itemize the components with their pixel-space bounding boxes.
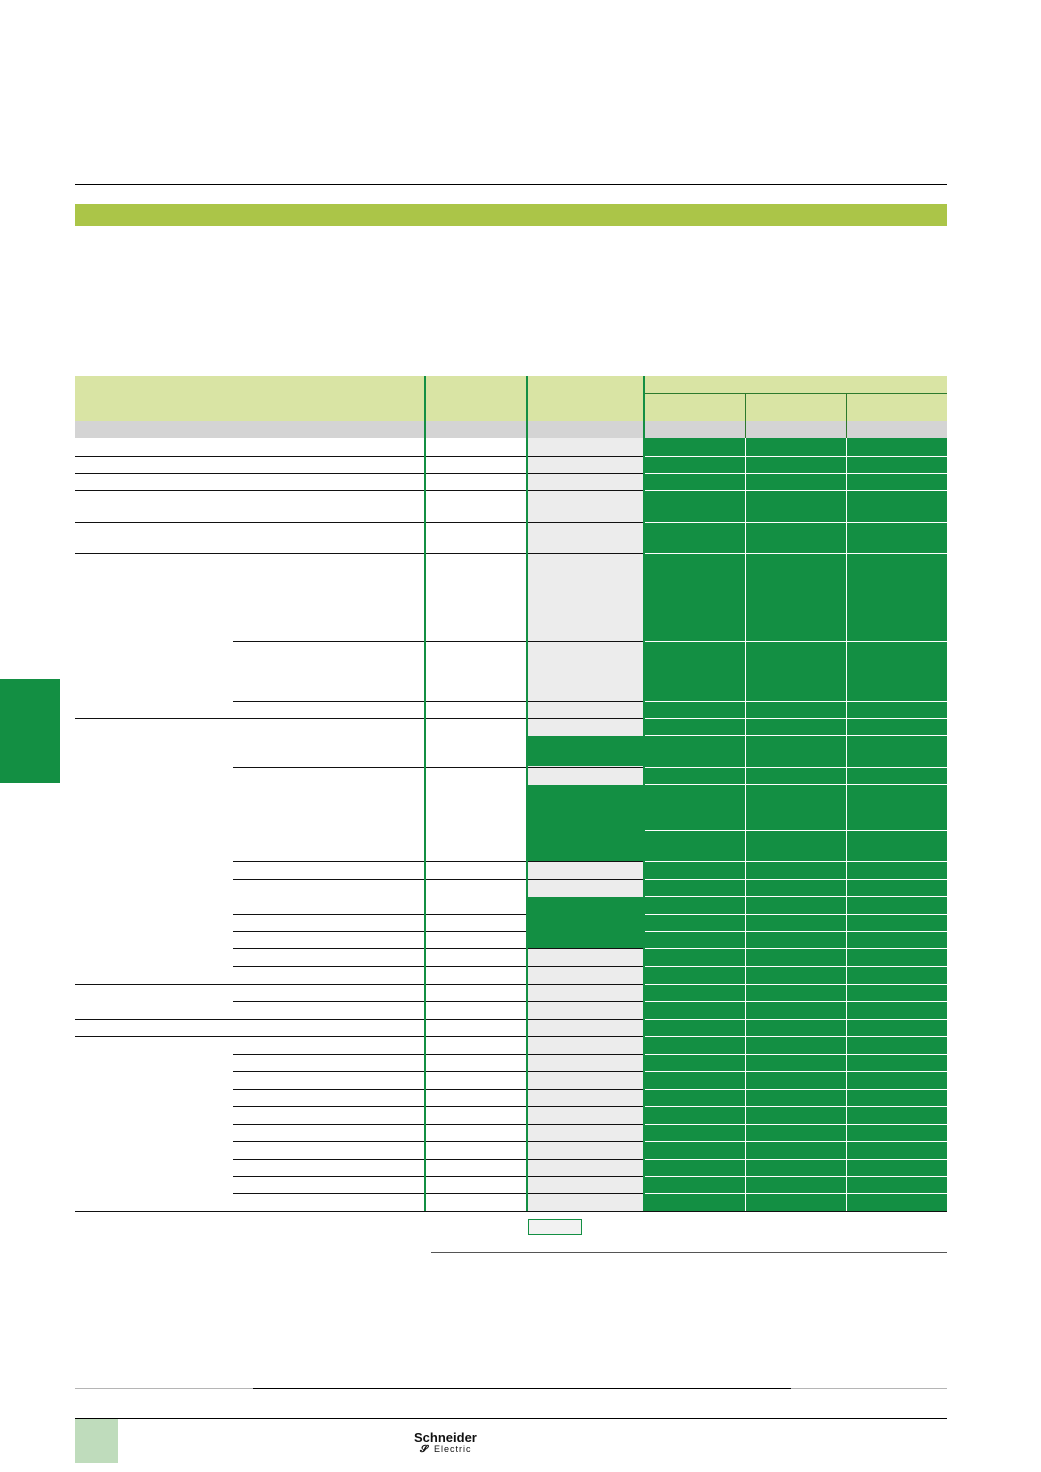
row-divider xyxy=(233,1124,643,1125)
row-divider xyxy=(233,1001,643,1002)
brand-sub: Electric xyxy=(434,1444,472,1454)
row-divider xyxy=(645,914,947,915)
header-column-divider xyxy=(846,393,847,438)
row-divider xyxy=(233,1054,643,1055)
row-divider xyxy=(233,861,643,862)
row-divider xyxy=(645,1141,947,1142)
table-subheader-strip xyxy=(75,421,947,438)
row-divider xyxy=(645,490,947,491)
row-divider xyxy=(645,767,947,768)
row-divider xyxy=(645,1124,947,1125)
footnote-rule xyxy=(431,1252,947,1253)
row-divider xyxy=(75,1019,643,1020)
row-divider xyxy=(75,490,643,491)
row-divider xyxy=(233,914,528,915)
schneider-logo-icon: 𝓢 xyxy=(420,1444,428,1455)
row-divider xyxy=(645,718,947,719)
row-divider xyxy=(645,931,947,932)
row-divider xyxy=(233,1159,643,1160)
row-divider xyxy=(233,1176,643,1177)
top-rule xyxy=(75,184,947,185)
row-divider xyxy=(645,861,947,862)
row-divider xyxy=(645,966,947,967)
table-cell-green xyxy=(528,736,643,766)
footer-rule-dark xyxy=(253,1388,791,1389)
row-divider xyxy=(645,473,947,474)
row-divider xyxy=(233,879,643,880)
row-divider xyxy=(645,456,947,457)
table-header xyxy=(75,376,947,421)
row-divider xyxy=(645,553,947,554)
row-divider xyxy=(645,1019,947,1020)
row-divider xyxy=(75,553,643,554)
row-divider xyxy=(75,718,643,719)
row-divider xyxy=(645,1054,947,1055)
row-divider xyxy=(233,1106,643,1107)
table-columns-green xyxy=(645,438,947,1211)
column-border xyxy=(424,376,426,1211)
row-divider xyxy=(75,984,643,985)
row-divider xyxy=(645,735,947,736)
row-divider xyxy=(233,931,528,932)
legend-swatch xyxy=(528,1219,582,1235)
row-divider xyxy=(645,1176,947,1177)
row-divider xyxy=(645,879,947,880)
row-divider xyxy=(233,641,643,642)
footer-rule xyxy=(75,1418,947,1419)
row-divider xyxy=(233,767,643,768)
table-header-subdivider xyxy=(645,393,947,394)
row-divider xyxy=(645,1036,947,1037)
row-divider xyxy=(645,522,947,523)
row-divider xyxy=(75,456,643,457)
row-divider xyxy=(645,701,947,702)
row-divider xyxy=(233,948,643,949)
row-divider xyxy=(645,1193,947,1194)
section-title-band xyxy=(75,204,947,226)
row-divider xyxy=(233,701,643,702)
table-bottom-rule xyxy=(75,1211,947,1212)
row-divider xyxy=(645,948,947,949)
column-border xyxy=(526,376,528,1211)
row-divider xyxy=(233,1071,643,1072)
row-divider xyxy=(645,984,947,985)
brand-name: Schneider xyxy=(414,1430,477,1445)
column-border xyxy=(643,376,645,1211)
row-divider xyxy=(645,1159,947,1160)
row-divider xyxy=(645,641,947,642)
row-divider xyxy=(645,1106,947,1107)
row-divider xyxy=(645,1001,947,1002)
column-divider xyxy=(846,438,847,1211)
table-cell-green xyxy=(528,785,643,861)
row-divider xyxy=(233,1193,643,1194)
row-divider xyxy=(233,1089,643,1090)
row-divider xyxy=(233,1141,643,1142)
table-cell-green xyxy=(528,897,643,948)
row-divider xyxy=(645,896,947,897)
column-divider xyxy=(745,438,746,1211)
chapter-side-tab xyxy=(0,679,60,783)
row-divider xyxy=(645,830,947,831)
row-divider xyxy=(645,1089,947,1090)
brand-logo: Schneider 𝓢 Electric xyxy=(412,1430,492,1456)
row-divider xyxy=(75,522,643,523)
header-column-divider xyxy=(745,393,746,438)
row-divider xyxy=(645,1071,947,1072)
row-divider xyxy=(233,966,643,967)
row-divider xyxy=(645,784,947,785)
page-number-box xyxy=(75,1419,118,1463)
row-divider xyxy=(75,1036,643,1037)
row-divider xyxy=(75,473,643,474)
